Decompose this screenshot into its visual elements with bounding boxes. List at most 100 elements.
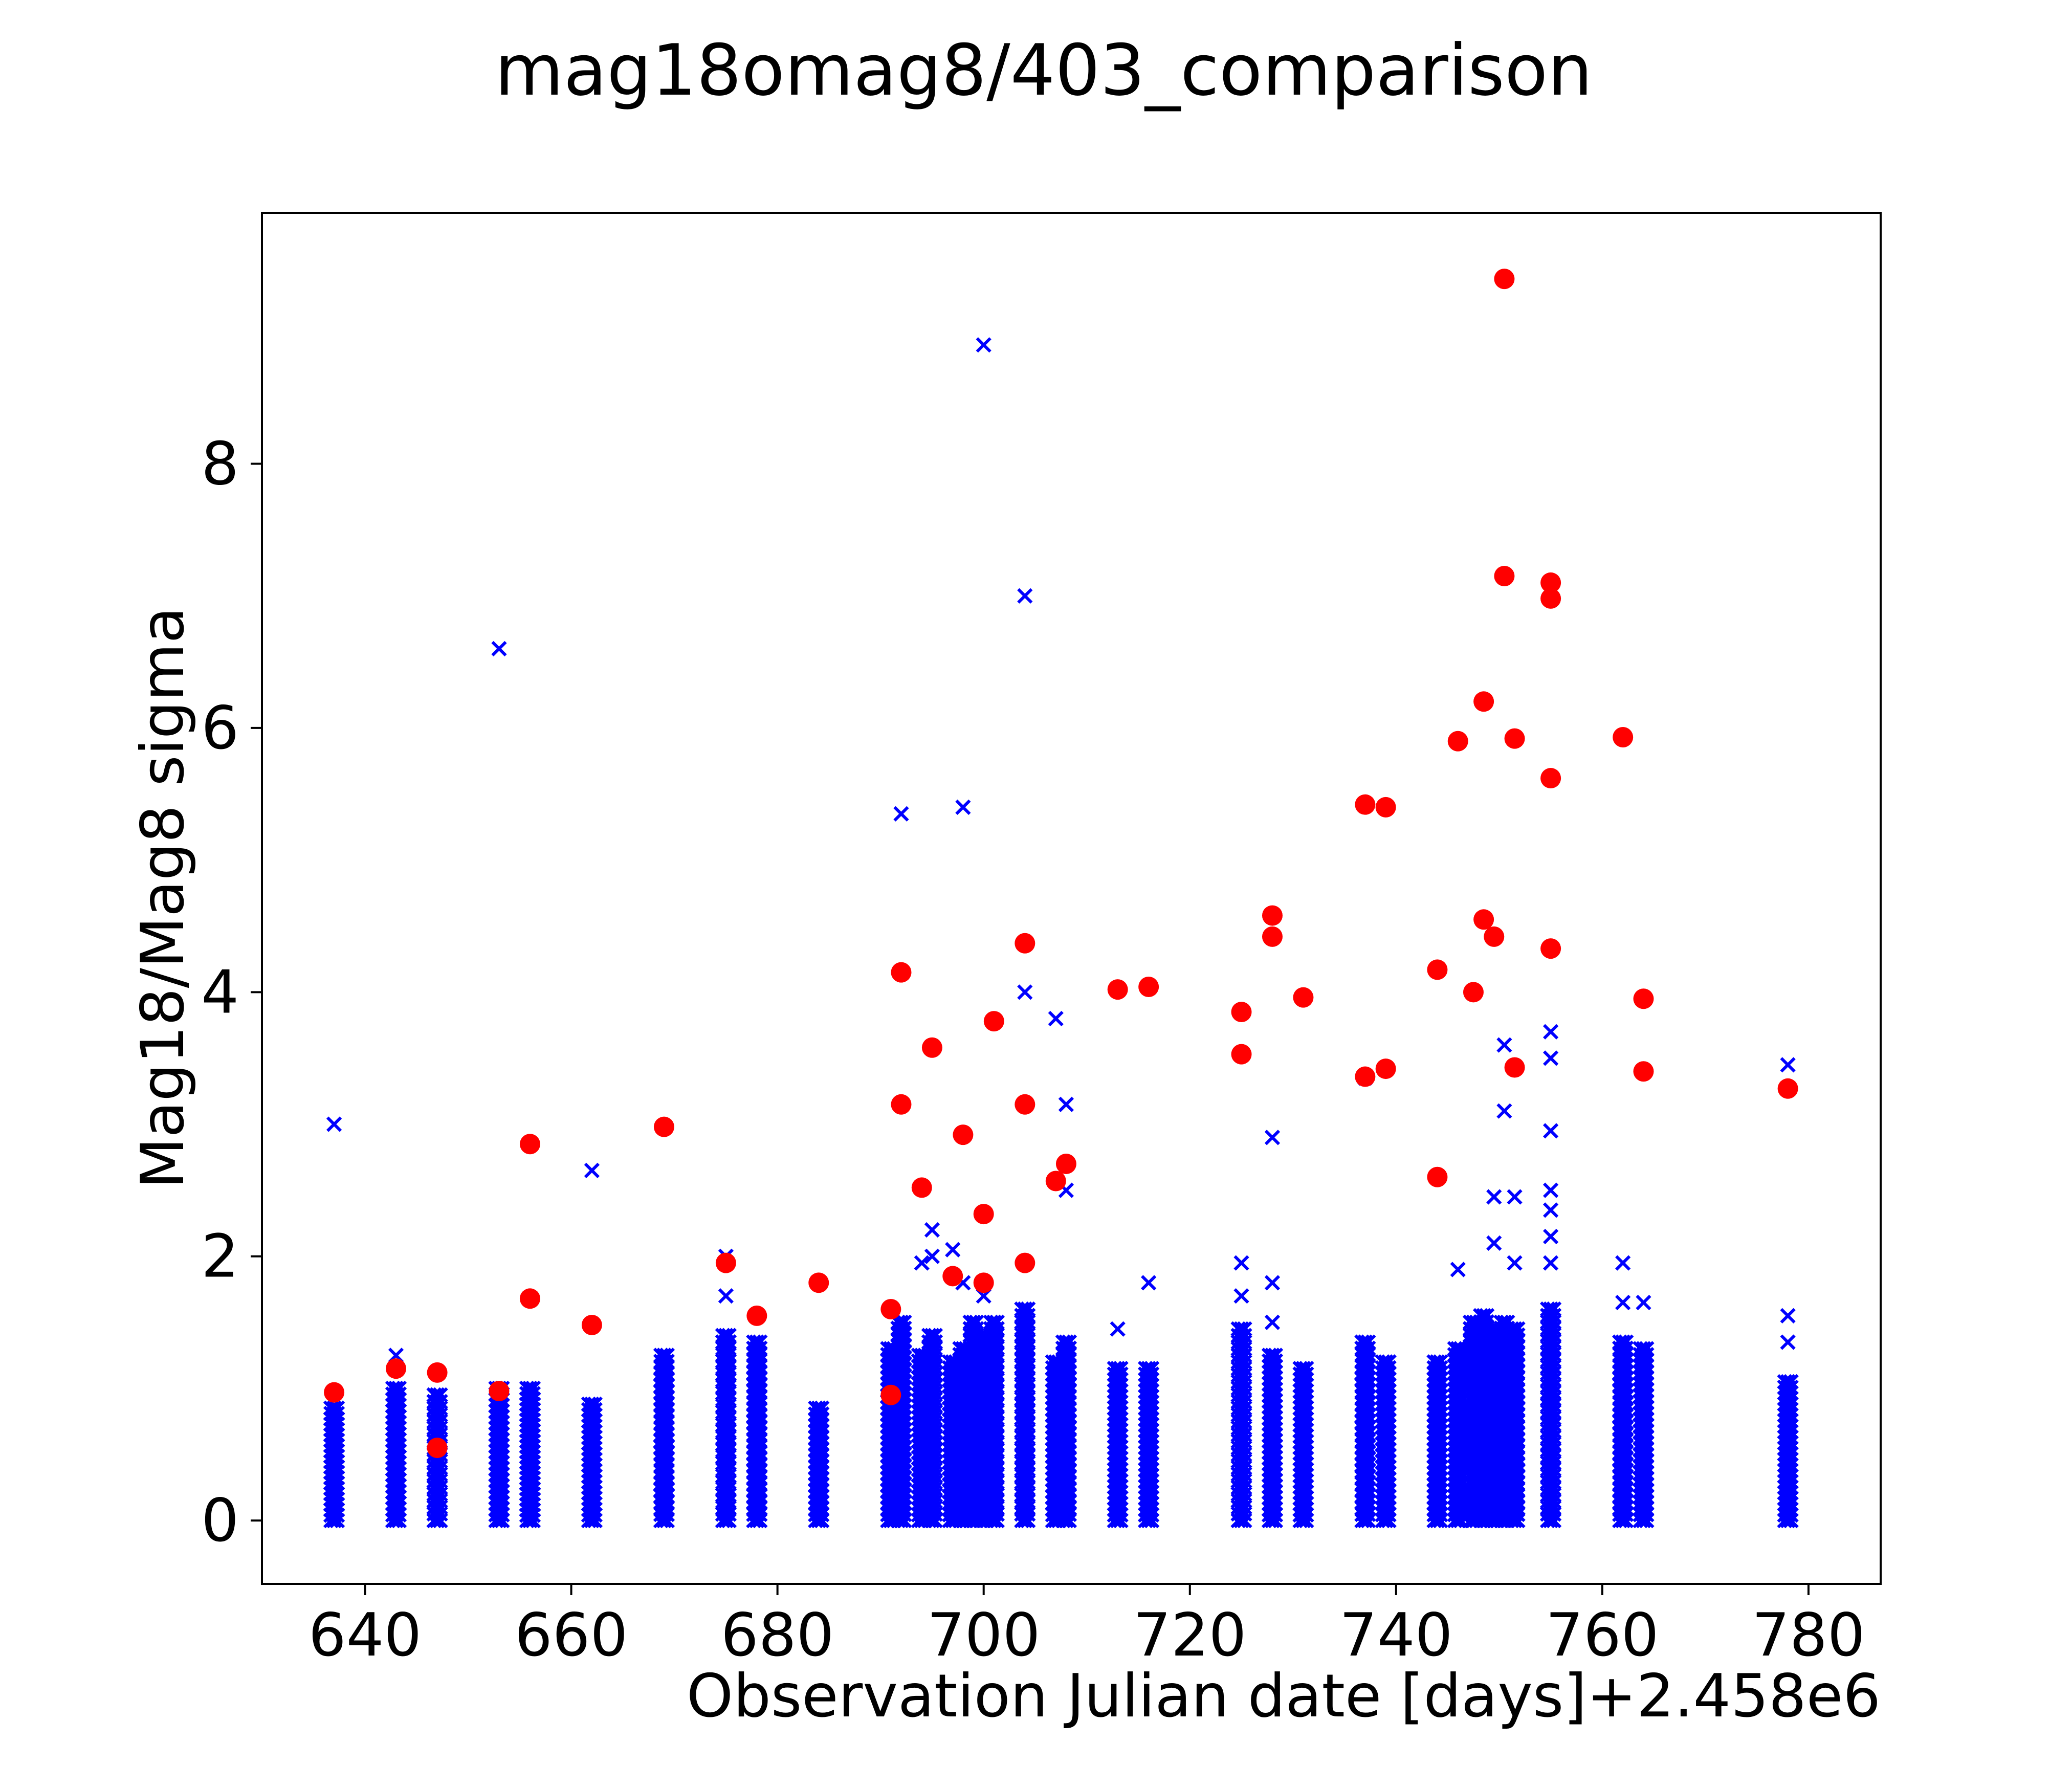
- dot-marker: [1231, 1002, 1252, 1023]
- cross-marker: [1432, 1354, 1448, 1370]
- cross-marker: [1017, 588, 1033, 604]
- plot-marks: [323, 269, 1799, 1529]
- cross-marker: [924, 1222, 940, 1238]
- dot-marker: [1494, 269, 1515, 290]
- cross-marker: [1780, 1308, 1796, 1324]
- cross-marker: [1264, 1348, 1281, 1363]
- dot-marker: [880, 1384, 901, 1405]
- y-tick-label: 8: [201, 430, 239, 499]
- cross-marker: [893, 806, 909, 822]
- dot-marker: [1540, 938, 1561, 959]
- dot-marker: [1375, 1058, 1396, 1079]
- dot-marker: [891, 962, 912, 983]
- dot-marker: [1494, 566, 1515, 587]
- cross-marker: [1539, 1301, 1556, 1317]
- cross-marker: [955, 799, 971, 815]
- cross-marker: [896, 1314, 912, 1330]
- cross-marker: [945, 1242, 961, 1257]
- cross-marker: [962, 1314, 978, 1330]
- dot-marker: [1055, 1153, 1076, 1174]
- cross-marker: [1264, 1275, 1281, 1291]
- x-tick-label: 720: [1133, 1601, 1246, 1670]
- cross-marker: [749, 1334, 765, 1350]
- cross-marker: [1475, 1308, 1492, 1324]
- cross-marker: [1264, 1130, 1281, 1145]
- dot-marker: [489, 1381, 510, 1402]
- dot-marker: [1473, 691, 1494, 712]
- x-tick-label: 680: [721, 1601, 834, 1670]
- cross-marker: [1612, 1334, 1628, 1350]
- cross-marker: [1496, 1103, 1512, 1119]
- cross-marker: [1542, 1123, 1559, 1139]
- dot-marker: [519, 1134, 540, 1155]
- cross-marker: [1354, 1334, 1370, 1350]
- dot-marker: [1504, 1057, 1525, 1078]
- dot-marker: [1633, 1061, 1654, 1082]
- x-tick-label: 760: [1546, 1601, 1659, 1670]
- cross-marker: [1618, 1334, 1634, 1350]
- cross-marker: [1636, 1294, 1651, 1311]
- cross-marker: [1014, 1301, 1030, 1317]
- cross-marker: [491, 641, 507, 657]
- cross-marker: [1233, 1321, 1249, 1337]
- x-tick-label: 640: [308, 1601, 422, 1670]
- cross-marker: [715, 1328, 731, 1343]
- cross-marker: [1542, 1255, 1559, 1271]
- dot-marker: [1427, 1166, 1448, 1187]
- cross-marker: [1292, 1361, 1308, 1377]
- cross-marker: [1141, 1361, 1157, 1377]
- cross-marker: [983, 1314, 999, 1330]
- cross-marker: [1615, 1334, 1631, 1350]
- dot-marker: [1633, 988, 1654, 1009]
- cross-marker: [1061, 1334, 1077, 1350]
- dot-marker: [1045, 1171, 1066, 1192]
- dot-marker: [427, 1438, 448, 1459]
- cross-marker: [1633, 1341, 1648, 1357]
- cross-marker: [1507, 1321, 1523, 1337]
- dot-marker: [1447, 731, 1468, 752]
- cross-marker: [1780, 1374, 1796, 1390]
- cross-marker: [519, 1380, 535, 1397]
- dot-marker: [1540, 572, 1561, 593]
- cross-marker: [429, 1387, 445, 1403]
- dot-marker: [942, 1266, 963, 1287]
- cross-marker: [1780, 1334, 1796, 1350]
- cross-marker: [914, 1255, 930, 1271]
- cross-marker: [1264, 1314, 1281, 1330]
- cross-marker: [814, 1400, 830, 1416]
- cross-marker: [1381, 1354, 1397, 1370]
- dot-marker: [891, 1094, 912, 1115]
- cross-marker: [1233, 1288, 1249, 1304]
- cross-marker: [1450, 1262, 1466, 1277]
- cross-marker: [1486, 1189, 1502, 1205]
- x-axis-ticks: 640 660 680 700 720 740 760 780: [308, 1584, 1865, 1670]
- dot-marker: [1262, 905, 1283, 926]
- dot-marker: [1138, 976, 1159, 997]
- dot-marker: [1484, 926, 1505, 947]
- dot-marker: [1540, 768, 1561, 789]
- y-tick-label: 0: [201, 1486, 239, 1555]
- cross-marker: [924, 1328, 940, 1343]
- dot-marker: [1355, 1066, 1376, 1087]
- cross-marker: [1450, 1341, 1466, 1357]
- cross-marker: [808, 1400, 824, 1416]
- cross-marker: [1504, 1321, 1519, 1337]
- chart-title: mag18omag8/403_comparison: [495, 29, 1593, 112]
- cross-marker: [1639, 1341, 1655, 1357]
- cross-marker: [1017, 1301, 1033, 1317]
- cross-marker: [1020, 1301, 1036, 1317]
- x-tick-label: 740: [1339, 1601, 1452, 1670]
- cross-marker: [1783, 1374, 1799, 1390]
- cross-marker: [968, 1314, 984, 1330]
- cross-marker: [1507, 1255, 1523, 1271]
- cross-marker: [1507, 1189, 1523, 1205]
- cross-marker: [1017, 984, 1033, 1000]
- cross-marker: [718, 1328, 734, 1343]
- cross-marker: [1267, 1348, 1284, 1363]
- cross-marker: [1357, 1334, 1373, 1350]
- cross-marker: [1375, 1354, 1391, 1370]
- cross-marker: [1058, 1096, 1074, 1112]
- dot-marker: [911, 1177, 932, 1198]
- cross-marker: [1058, 1334, 1074, 1350]
